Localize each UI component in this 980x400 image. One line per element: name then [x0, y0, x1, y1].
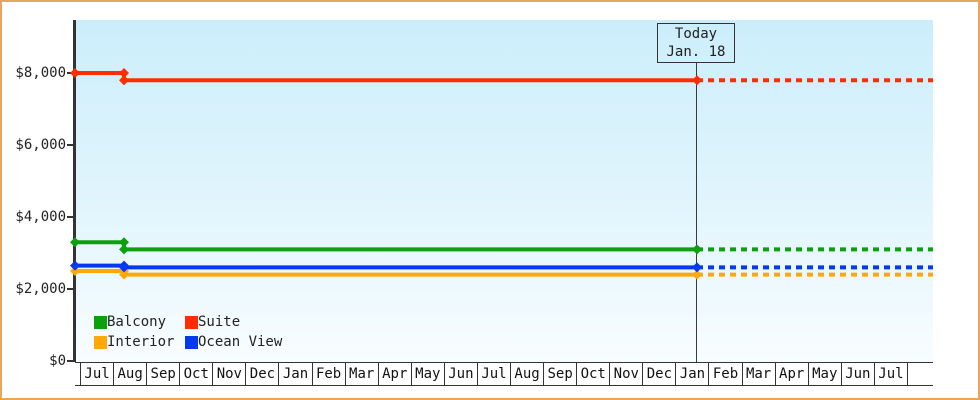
y-tick-mark	[67, 360, 74, 362]
legend-swatch	[185, 336, 198, 349]
data-point-marker	[119, 237, 129, 248]
x-axis-month-label: Feb	[311, 363, 345, 385]
data-point-marker	[119, 244, 129, 255]
x-axis-month-label: Dec	[642, 363, 675, 385]
x-axis-month-label: Oct	[576, 363, 609, 385]
y-tick-mark	[67, 288, 74, 290]
x-axis-month-label: Jun	[840, 363, 874, 385]
data-point-marker	[119, 269, 129, 280]
x-axis-month-label: Feb	[708, 363, 741, 385]
y-tick-label: $2,000	[15, 281, 66, 297]
x-axis-month-label: Jan	[278, 363, 311, 385]
x-axis-month-label: Jul	[476, 363, 510, 385]
legend-label: Suite	[198, 314, 241, 330]
data-point-marker	[692, 262, 702, 273]
y-tick-mark	[67, 216, 74, 218]
today-annotation-box: Today Jan. 18	[657, 23, 735, 63]
x-axis-month-label: Nov	[212, 363, 245, 385]
data-point-marker	[70, 266, 80, 276]
legend-swatch	[185, 316, 198, 329]
data-point-marker	[70, 260, 80, 271]
x-axis-month-label: Aug	[113, 363, 146, 385]
plot-area-background	[75, 20, 933, 362]
data-point-marker	[119, 68, 129, 78]
x-axis-month-label: Jul	[80, 363, 113, 385]
today-date-label: Jan. 18	[666, 44, 726, 60]
chart-legend: Balcony Suite Interior Ocean View	[94, 314, 283, 350]
series-balcony	[70, 237, 933, 255]
x-axis-month-label: Sep	[146, 363, 179, 385]
data-point-marker	[692, 244, 702, 255]
x-axis-month-label: Aug	[510, 363, 543, 385]
x-axis-month-label: May	[410, 363, 444, 385]
today-marker-line	[696, 62, 697, 362]
data-point-marker	[70, 237, 80, 248]
data-point-marker	[70, 68, 80, 78]
data-point-marker	[692, 269, 702, 280]
x-axis-month-label: Jan	[675, 363, 708, 385]
x-axis-month-label: Jun	[443, 363, 477, 385]
x-axis-month-row: Jul Aug Sep Oct Nov Dec Jan Feb Mar Apr May Jun Jul A…	[75, 362, 933, 386]
legend-item-interior: Interior	[94, 334, 185, 350]
y-tick-label: $4,000	[15, 209, 66, 225]
y-tick-mark	[67, 144, 74, 146]
legend-label: Interior	[107, 334, 175, 350]
legend-swatch	[94, 336, 107, 349]
y-tick-label: $0	[49, 353, 66, 369]
x-axis-month-label: Jul	[873, 363, 907, 385]
x-axis-month-label: Oct	[179, 363, 212, 385]
x-axis-month-label: May	[807, 363, 841, 385]
today-label: Today	[674, 26, 718, 42]
x-axis-month-label: Mar	[344, 363, 378, 385]
x-axis-month-label: Sep	[543, 363, 576, 385]
legend-item-ocean-view: Ocean View	[185, 334, 283, 350]
legend-label: Ocean View	[198, 334, 283, 350]
legend-item-suite: Suite	[185, 314, 282, 330]
data-point-marker	[119, 262, 129, 273]
x-axis-empty-cell	[906, 363, 933, 385]
x-axis-month-label: Apr	[377, 363, 411, 385]
x-axis-month-label: Mar	[741, 363, 775, 385]
series-ocean-view	[70, 260, 933, 273]
x-axis-month-label: Dec	[245, 363, 278, 385]
data-point-marker	[692, 75, 702, 86]
legend-label: Balcony	[107, 314, 167, 330]
x-axis-month-label: Apr	[774, 363, 808, 385]
legend-swatch	[94, 316, 107, 329]
legend-item-balcony: Balcony	[94, 314, 185, 330]
y-tick-label: $8,000	[15, 65, 66, 81]
y-tick-label: $6,000	[15, 137, 66, 153]
x-axis-month-label: Nov	[609, 363, 642, 385]
series-suite	[70, 68, 933, 86]
data-point-marker	[119, 75, 129, 86]
y-axis-line	[73, 20, 76, 362]
